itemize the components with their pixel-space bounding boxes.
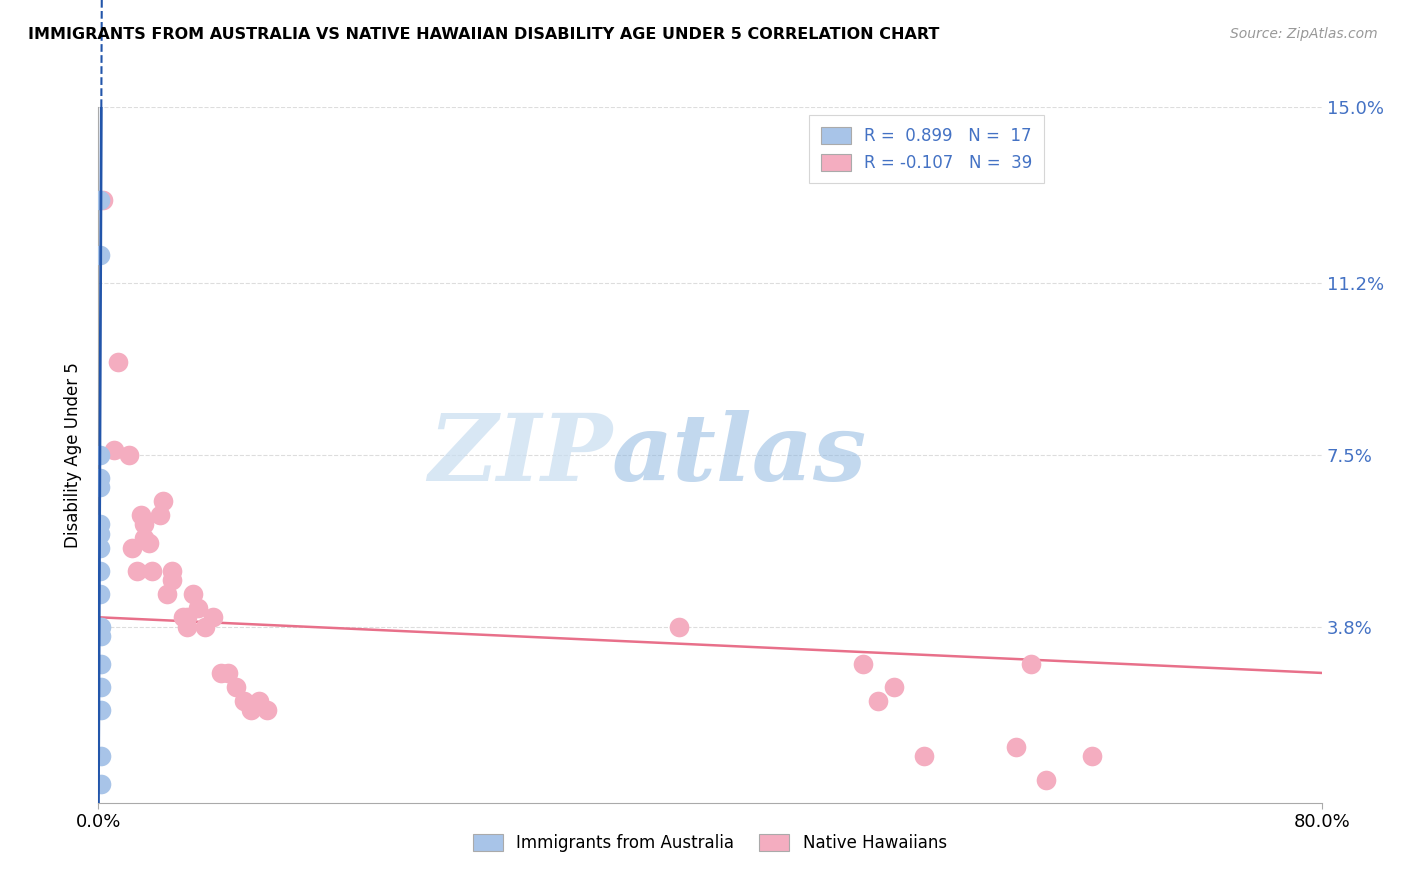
- Point: [232, 694, 254, 708]
- Point: [912, 749, 935, 764]
- Point: [160, 573, 183, 587]
- Point: [1019, 657, 1042, 671]
- Point: [90, 619, 112, 633]
- Point: [89, 471, 111, 485]
- Legend: Immigrants from Australia, Native Hawaiians: Immigrants from Australia, Native Hawaii…: [461, 822, 959, 864]
- Point: [118, 448, 141, 462]
- Point: [160, 564, 183, 578]
- Point: [187, 601, 209, 615]
- Text: atlas: atlas: [612, 410, 868, 500]
- Point: [668, 619, 690, 633]
- Point: [90, 680, 112, 694]
- Text: Source: ZipAtlas.com: Source: ZipAtlas.com: [1230, 27, 1378, 41]
- Point: [152, 494, 174, 508]
- Point: [90, 777, 112, 791]
- Point: [89, 564, 111, 578]
- Point: [134, 532, 156, 546]
- Point: [89, 587, 111, 601]
- Point: [172, 610, 194, 624]
- Point: [90, 629, 112, 643]
- Point: [225, 680, 247, 694]
- Point: [90, 703, 112, 717]
- Point: [209, 665, 232, 680]
- Point: [202, 610, 225, 624]
- Point: [129, 508, 152, 523]
- Point: [89, 448, 111, 462]
- Point: [868, 694, 890, 708]
- Point: [240, 703, 263, 717]
- Point: [121, 541, 143, 555]
- Point: [134, 517, 156, 532]
- Point: [125, 564, 148, 578]
- Point: [194, 619, 217, 633]
- Point: [217, 665, 239, 680]
- Point: [89, 480, 111, 494]
- Point: [1035, 772, 1057, 787]
- Point: [852, 657, 875, 671]
- Point: [107, 355, 129, 369]
- Point: [89, 248, 111, 262]
- Point: [1081, 749, 1104, 764]
- Text: ZIP: ZIP: [427, 410, 612, 500]
- Point: [156, 587, 179, 601]
- Point: [138, 536, 160, 550]
- Point: [149, 508, 172, 523]
- Point: [90, 749, 112, 764]
- Point: [90, 657, 112, 671]
- Point: [176, 610, 198, 624]
- Point: [91, 193, 114, 207]
- Point: [181, 587, 204, 601]
- Y-axis label: Disability Age Under 5: Disability Age Under 5: [65, 362, 83, 548]
- Point: [176, 619, 198, 633]
- Point: [89, 541, 111, 555]
- Point: [141, 564, 163, 578]
- Point: [89, 193, 111, 207]
- Point: [256, 703, 278, 717]
- Point: [1004, 740, 1026, 755]
- Point: [103, 443, 125, 458]
- Point: [883, 680, 905, 694]
- Point: [247, 694, 270, 708]
- Point: [89, 526, 111, 541]
- Text: IMMIGRANTS FROM AUSTRALIA VS NATIVE HAWAIIAN DISABILITY AGE UNDER 5 CORRELATION : IMMIGRANTS FROM AUSTRALIA VS NATIVE HAWA…: [28, 27, 939, 42]
- Point: [89, 517, 111, 532]
